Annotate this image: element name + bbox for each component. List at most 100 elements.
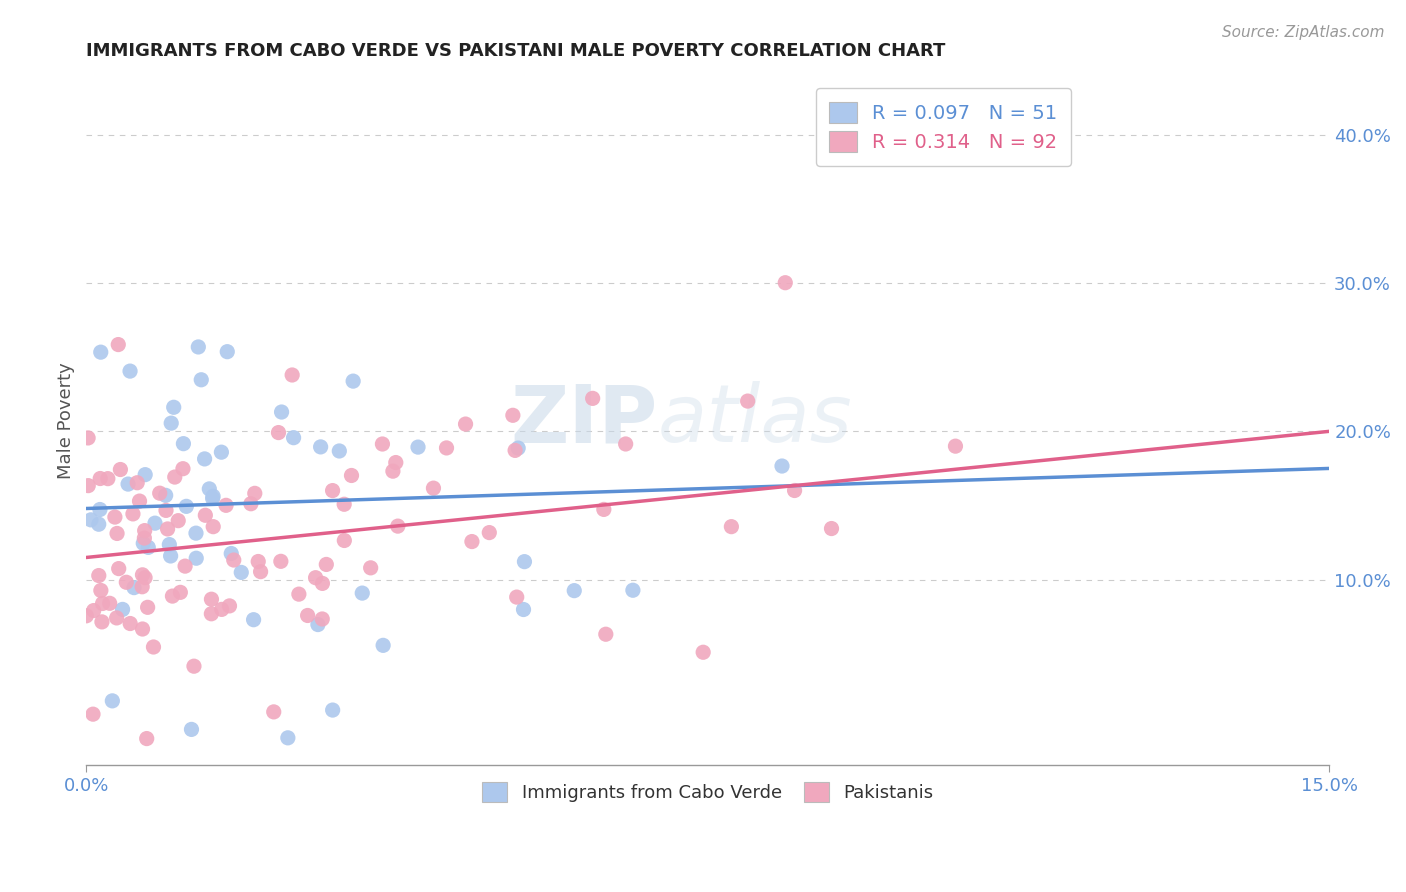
Point bbox=[89, 502, 111, 516]
Point bbox=[502, 409, 524, 423]
Point bbox=[200, 607, 222, 621]
Point bbox=[157, 538, 180, 552]
Y-axis label: Male Poverty: Male Poverty bbox=[58, 362, 75, 479]
Point bbox=[209, 445, 232, 459]
Point bbox=[512, 602, 534, 616]
Point bbox=[131, 622, 153, 636]
Point bbox=[77, 431, 100, 445]
Point bbox=[288, 587, 311, 601]
Point bbox=[110, 462, 132, 476]
Text: Source: ZipAtlas.com: Source: ZipAtlas.com bbox=[1222, 25, 1385, 40]
Point bbox=[270, 405, 292, 419]
Point bbox=[307, 617, 329, 632]
Point bbox=[381, 464, 404, 478]
Point bbox=[136, 541, 159, 555]
Point bbox=[134, 571, 156, 585]
Point bbox=[136, 600, 159, 615]
Point bbox=[562, 583, 585, 598]
Point bbox=[174, 559, 197, 574]
Point bbox=[333, 533, 356, 548]
Point bbox=[270, 554, 292, 568]
Point bbox=[267, 425, 290, 440]
Point bbox=[371, 437, 394, 451]
Point bbox=[155, 503, 177, 517]
Point bbox=[328, 444, 350, 458]
Point bbox=[387, 519, 409, 533]
Point bbox=[105, 611, 128, 625]
Point bbox=[122, 581, 145, 595]
Point bbox=[184, 526, 207, 541]
Point bbox=[436, 441, 458, 455]
Point bbox=[87, 568, 110, 582]
Point bbox=[508, 441, 530, 455]
Point bbox=[98, 596, 121, 610]
Point bbox=[186, 551, 208, 566]
Point bbox=[160, 416, 183, 430]
Point bbox=[406, 440, 429, 454]
Point bbox=[478, 525, 501, 540]
Point bbox=[385, 456, 408, 470]
Point bbox=[82, 707, 104, 722]
Point bbox=[190, 373, 212, 387]
Point bbox=[249, 565, 271, 579]
Point bbox=[333, 497, 356, 511]
Point bbox=[281, 368, 304, 382]
Point bbox=[217, 344, 239, 359]
Point bbox=[127, 475, 149, 490]
Point bbox=[239, 497, 262, 511]
Point bbox=[503, 443, 526, 458]
Point bbox=[135, 731, 157, 746]
Point bbox=[172, 436, 194, 450]
Point bbox=[97, 472, 120, 486]
Point bbox=[200, 592, 222, 607]
Point bbox=[201, 491, 224, 506]
Point bbox=[342, 374, 364, 388]
Point bbox=[90, 583, 112, 598]
Point bbox=[945, 439, 967, 453]
Point bbox=[156, 522, 179, 536]
Point bbox=[128, 494, 150, 508]
Point bbox=[134, 531, 156, 545]
Text: ZIP: ZIP bbox=[510, 381, 658, 459]
Point bbox=[143, 516, 166, 531]
Point bbox=[149, 486, 172, 500]
Point bbox=[720, 519, 742, 533]
Point bbox=[211, 602, 233, 616]
Point bbox=[202, 489, 225, 503]
Point bbox=[134, 524, 156, 538]
Point bbox=[422, 481, 444, 495]
Point bbox=[107, 337, 129, 351]
Point bbox=[592, 502, 614, 516]
Point bbox=[89, 471, 111, 485]
Point bbox=[155, 488, 177, 502]
Point bbox=[595, 627, 617, 641]
Point bbox=[194, 508, 217, 523]
Point bbox=[263, 705, 285, 719]
Point bbox=[131, 580, 153, 594]
Point bbox=[309, 440, 332, 454]
Point bbox=[454, 417, 477, 431]
Point bbox=[101, 694, 124, 708]
Point bbox=[311, 612, 333, 626]
Point bbox=[91, 597, 114, 611]
Point bbox=[322, 703, 344, 717]
Point bbox=[247, 554, 270, 568]
Point bbox=[218, 599, 240, 613]
Text: IMMIGRANTS FROM CABO VERDE VS PAKISTANI MALE POVERTY CORRELATION CHART: IMMIGRANTS FROM CABO VERDE VS PAKISTANI … bbox=[86, 42, 946, 60]
Point bbox=[783, 483, 806, 498]
Point bbox=[360, 561, 382, 575]
Point bbox=[162, 589, 184, 603]
Point bbox=[75, 608, 97, 623]
Point bbox=[187, 340, 209, 354]
Point bbox=[111, 602, 134, 616]
Point bbox=[770, 458, 793, 473]
Point bbox=[820, 522, 842, 536]
Point bbox=[142, 640, 165, 654]
Point bbox=[198, 482, 221, 496]
Point bbox=[373, 638, 395, 652]
Point bbox=[277, 731, 299, 745]
Point bbox=[231, 566, 253, 580]
Point bbox=[322, 483, 344, 498]
Point bbox=[115, 575, 138, 590]
Point bbox=[134, 467, 156, 482]
